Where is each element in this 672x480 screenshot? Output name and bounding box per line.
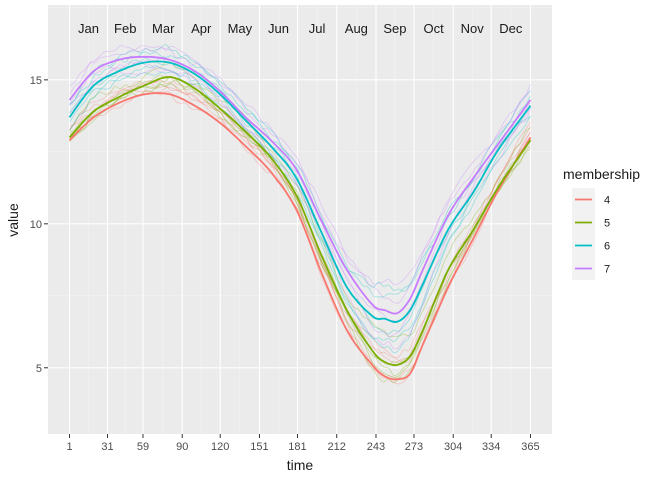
- x-tick-label: 181: [288, 441, 306, 453]
- legend-label-4: 4: [604, 195, 610, 207]
- x-axis-title: time: [287, 457, 314, 473]
- faint-line-6: [69, 43, 531, 292]
- series-line-6: [68, 60, 532, 323]
- series-line-5: [68, 76, 532, 367]
- x-tick-label: 151: [250, 441, 268, 453]
- y-tick-label: 10: [30, 219, 42, 231]
- x-tick-label: 1: [66, 441, 72, 453]
- x-tick-label: 59: [137, 441, 149, 453]
- faint-line-4: [69, 86, 531, 380]
- x-axis-ticks: 1 31 59 90 120 151 181 212 243 273 304 334 365: [66, 434, 540, 453]
- month-label: Mar: [152, 21, 175, 36]
- legend: membership 4 5 6 7: [563, 166, 640, 280]
- month-label: Apr: [191, 21, 212, 36]
- month-label: Oct: [423, 21, 444, 36]
- x-tick-label: 120: [211, 441, 229, 453]
- faint-line-5: [69, 61, 531, 338]
- month-label: May: [228, 21, 253, 36]
- month-label: Jul: [309, 21, 326, 36]
- grid-major: [48, 5, 552, 434]
- faint-line-6: [69, 65, 531, 354]
- grid-minor: [48, 5, 552, 434]
- x-tick-label: 90: [176, 441, 188, 453]
- faint-line-6: [69, 71, 531, 343]
- month-label: Dec: [499, 21, 523, 36]
- x-tick-label: 273: [405, 441, 423, 453]
- series-line-4: [68, 92, 532, 381]
- faint-line-5: [69, 83, 531, 378]
- faint-line-5: [69, 79, 531, 384]
- month-label: Jan: [78, 21, 99, 36]
- x-tick-label: 31: [101, 441, 113, 453]
- y-tick-label: 5: [36, 363, 42, 375]
- month-label: Nov: [461, 21, 485, 36]
- legend-label-7: 7: [604, 264, 610, 276]
- month-label: Sep: [383, 21, 406, 36]
- month-labels: Jan Feb Mar Apr May Jun Jul Aug Sep Oct Nov Dec: [78, 21, 523, 36]
- faint-station-lines: [69, 43, 531, 385]
- legend-label-6: 6: [604, 241, 610, 253]
- x-tick-label: 304: [444, 441, 462, 453]
- series-lines: [68, 55, 532, 381]
- month-label: Feb: [114, 21, 136, 36]
- x-tick-label: 334: [482, 441, 500, 453]
- faint-line-7: [69, 44, 531, 286]
- y-tick-label: 15: [30, 75, 42, 87]
- legend-title: membership: [563, 166, 640, 182]
- y-axis-ticks: 5 10 15: [30, 75, 48, 375]
- legend-label-5: 5: [604, 218, 610, 230]
- faint-line-7: [69, 45, 531, 304]
- series-line-7: [68, 55, 532, 315]
- y-axis-title: value: [5, 203, 21, 237]
- x-tick-label: 243: [367, 441, 385, 453]
- x-tick-label: 212: [328, 441, 346, 453]
- month-label: Aug: [345, 21, 368, 36]
- legend-keys: 4 5 6 7: [572, 188, 610, 280]
- faint-line-5: [69, 75, 531, 365]
- month-label: Jun: [268, 21, 289, 36]
- x-tick-label: 365: [521, 441, 539, 453]
